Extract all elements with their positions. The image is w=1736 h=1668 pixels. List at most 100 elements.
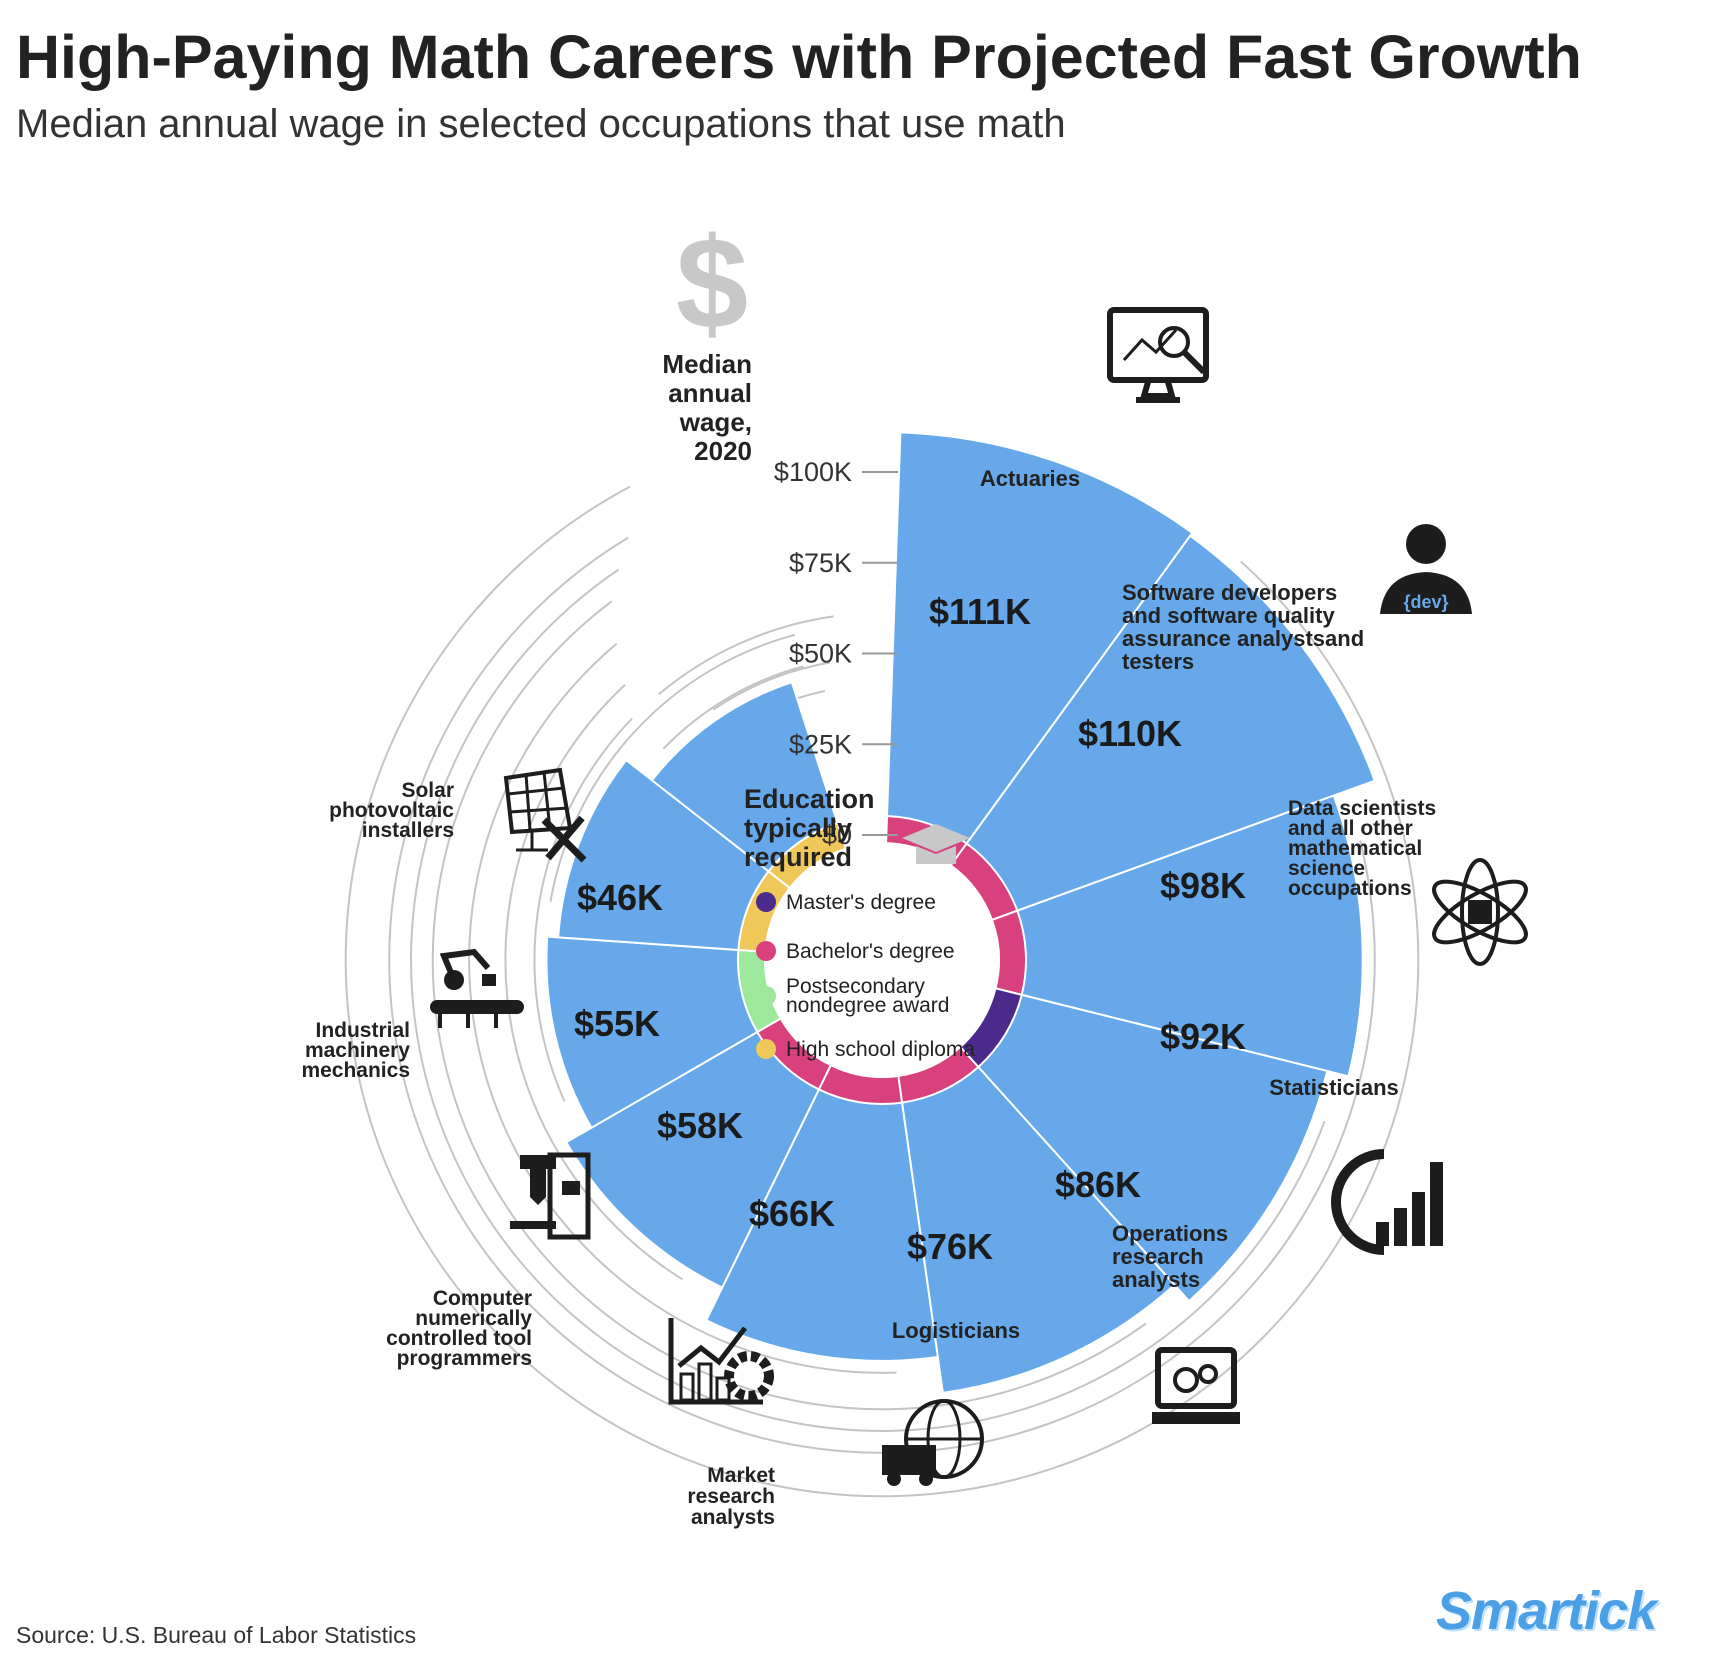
icon-part [562,1181,580,1195]
icon-part [1406,524,1446,564]
guide-arc [504,683,683,1281]
monitor-chart-icon [1107,307,1209,403]
category-label-line: analysts [691,1506,775,1529]
icon-part [1173,1367,1199,1393]
y-tick-label: $100K [774,457,852,487]
category-label-line: Data scientists [1288,797,1436,820]
icon-part [679,1372,695,1402]
icon-part [1331,1149,1385,1255]
category-label-line: Logisticians [892,1318,1020,1343]
icon-part [1380,572,1472,614]
legend-label-line: High school diploma [786,1038,975,1061]
icon-part [520,1155,556,1169]
category-label-line: mathematical [1288,837,1422,860]
guide-arc [549,633,796,902]
category-label-line: analysts [1112,1267,1200,1292]
icon-part [919,1472,933,1486]
icon-part [1468,900,1492,924]
category-label-line: numerically [415,1307,532,1330]
value-label: $66K [749,1193,835,1234]
value-label: $46K [577,877,663,918]
brand-logo: Smartick [1436,1581,1657,1641]
value-label: $76K [907,1226,993,1267]
icon-code-text: {dev} [1403,592,1448,612]
legend-swatch [756,986,776,1006]
icon-part [882,1445,936,1475]
icon-part [677,1326,747,1368]
category-label-line: science [1288,857,1365,880]
icon-part [1198,1364,1218,1384]
globe-truck-icon [882,1399,984,1486]
icon-part [507,771,569,831]
legend-swatch [756,892,776,912]
y-axis: $0 $25K $50K $75K $100K $Medianannualwage,202… [662,210,898,850]
dollar-icon: $ [676,210,748,356]
icon-part [668,1318,763,1405]
icon-part [438,1014,498,1028]
icon-part [530,1169,546,1205]
guide-arc [468,642,897,1374]
icon-part [510,1221,556,1229]
source-note: Source: U.S. Bureau of Labor Statistics [16,1622,417,1648]
category-label-line: Computer [433,1287,532,1310]
guide-arc [410,568,1326,1432]
icon-part [1136,381,1180,403]
value-label: $55K [574,1003,660,1044]
category-label-line: Market [707,1464,775,1487]
education-segment [990,909,1027,997]
graduation-cap-icon [902,824,970,864]
icon-part [1181,349,1207,375]
axis-title-line: wage, [679,407,752,437]
education-segment [767,821,848,890]
guide-arc [388,536,1376,1454]
y-tick-label: $0 [822,820,852,850]
cnc-machine-icon [510,1152,591,1240]
category-label-line: Actuaries [980,466,1080,491]
category-label-line: Solar [401,779,454,802]
y-tick-label: $75K [789,548,852,578]
icon-part [541,815,587,863]
icon-part [1432,879,1528,945]
icon-part [482,974,496,986]
legend-title-line: Education [744,784,875,814]
icon-part [1158,326,1190,358]
icon-part [887,1472,901,1486]
icons-layer: {dev} [430,307,1528,1486]
category-label-line: machinery [305,1039,410,1062]
category-label-line: mechanics [301,1059,410,1082]
category-label-line: photovoltaic [329,799,454,822]
icon-part [724,1351,774,1401]
category-label-line: controlled tool [386,1327,532,1350]
icon-part [1155,1347,1237,1409]
value-label: $58K [657,1105,743,1146]
category-label-line: Operations [1112,1221,1228,1246]
legend-label-line: nondegree award [786,994,949,1017]
legend-label-line: Bachelor's degree [786,940,955,963]
icon-part [516,832,548,852]
value-label: $86K [1055,1164,1141,1205]
legend-label-line: Master's degree [786,891,936,914]
category-label-line: Statisticians [1269,1075,1399,1100]
category-label-line: installers [362,819,454,842]
category-label-line: assurance analystsand [1122,626,1364,651]
category-label-line: Industrial [315,1019,410,1042]
category-label-line: occupations [1288,877,1412,900]
growth-gear-icon [668,1318,774,1405]
value-label: $110K [1078,713,1182,754]
bars-layer [545,431,1376,1395]
guide-arc [712,661,830,711]
atom-icon [1432,858,1528,966]
category-label-line: programmers [397,1347,532,1370]
icon-part [503,767,573,835]
icon-part [430,1000,524,1014]
icon-part [902,824,970,852]
category-label-line: research [687,1485,775,1508]
category-label-line: research [1112,1244,1204,1269]
icon-part [439,948,491,982]
axis-title-line: Median [662,349,752,379]
category-label-line: testers [1122,649,1194,674]
icon-part [1412,1192,1425,1246]
developer-icon: {dev} [1380,524,1472,614]
